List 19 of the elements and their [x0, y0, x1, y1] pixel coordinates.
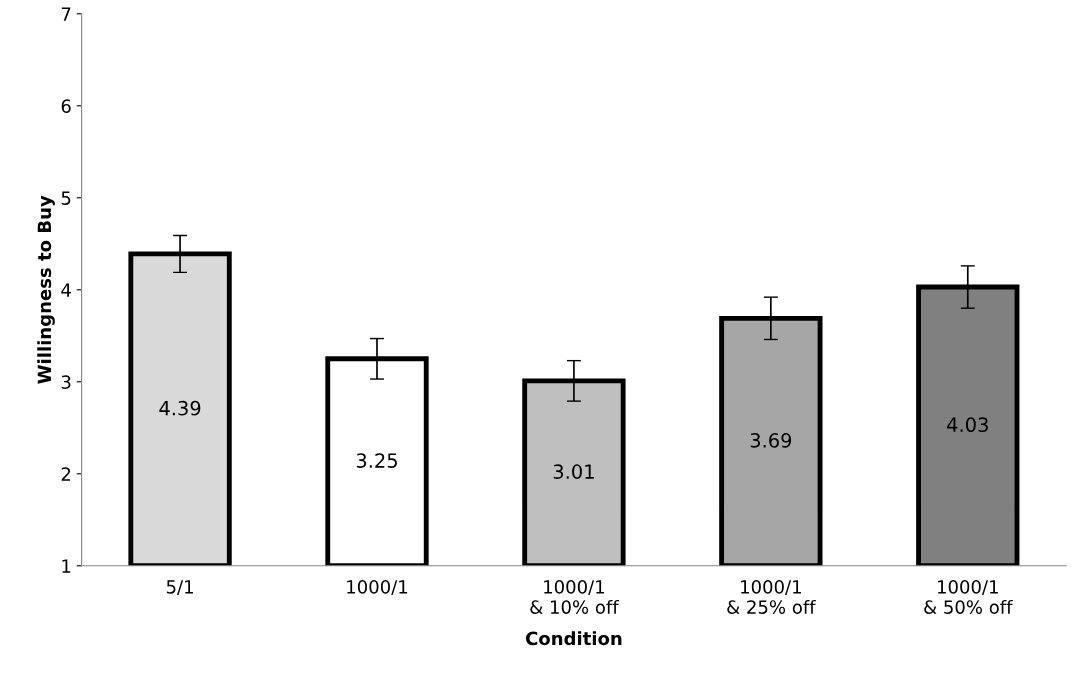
data-label: 3.01 — [553, 464, 594, 479]
x-tick-label: 1000/1 & 50% off — [924, 580, 1013, 614]
data-label: 4.39 — [159, 400, 201, 416]
y-tick-label: 3 — [61, 375, 71, 389]
x-tick-label: 5/1 — [166, 580, 193, 596]
data-label: 3.25 — [356, 453, 397, 468]
x-tick-label: 1000/1 & 10% off — [530, 580, 619, 614]
y-tick-label: 4 — [61, 283, 71, 297]
y-tick-label: 7 — [61, 7, 71, 21]
data-label: 3.69 — [750, 432, 792, 448]
x-axis-title: Condition — [525, 631, 622, 646]
x-tick-label: 1000/1 & 25% off — [727, 580, 816, 614]
data-label: 4.03 — [947, 417, 988, 433]
y-tick-label: 6 — [61, 99, 71, 113]
x-tick-label: 1000/1 — [347, 580, 408, 596]
y-tick-label: 1 — [62, 559, 71, 573]
y-tick-label: 5 — [61, 191, 71, 205]
y-axis-title: Willingness to Buy — [37, 195, 55, 384]
y-tick-label: 2 — [61, 467, 71, 481]
